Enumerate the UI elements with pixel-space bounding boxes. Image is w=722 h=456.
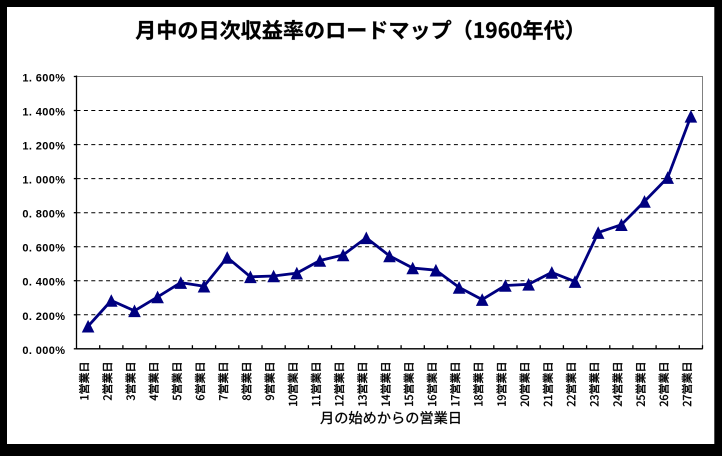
svg-text:1. 000%: 1. 000%	[22, 175, 65, 187]
svg-text:0. 600%: 0. 600%	[22, 243, 65, 255]
svg-text:0. 400%: 0. 400%	[22, 277, 65, 289]
svg-text:1. 200%: 1. 200%	[22, 141, 65, 153]
svg-text:1. 400%: 1. 400%	[22, 107, 65, 119]
svg-text:1. 600%: 1. 600%	[22, 73, 65, 85]
svg-text:0. 000%: 0. 000%	[22, 345, 65, 357]
svg-text:0. 200%: 0. 200%	[22, 311, 65, 323]
svg-text:0. 800%: 0. 800%	[22, 209, 65, 221]
